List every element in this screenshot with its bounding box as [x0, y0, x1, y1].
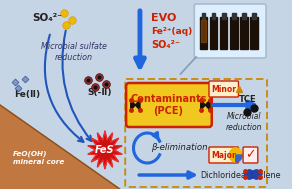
- Bar: [212, 13, 215, 19]
- Bar: [232, 13, 236, 19]
- Text: FeO(OH)
mineral core: FeO(OH) mineral core: [13, 151, 64, 165]
- Text: FeS: FeS: [95, 145, 115, 155]
- Text: EVO: EVO: [151, 13, 176, 23]
- Bar: [201, 20, 206, 42]
- Bar: [242, 13, 246, 19]
- Bar: [220, 17, 227, 49]
- Text: β-elimination: β-elimination: [151, 143, 208, 152]
- Bar: [240, 17, 248, 49]
- Text: Fe(Ⅱ): Fe(Ⅱ): [15, 91, 41, 99]
- Bar: [210, 17, 217, 49]
- Text: ✓: ✓: [245, 149, 256, 161]
- FancyBboxPatch shape: [194, 4, 266, 58]
- FancyBboxPatch shape: [243, 147, 258, 163]
- Bar: [230, 17, 238, 49]
- Text: Microbial
reduction: Microbial reduction: [226, 112, 262, 132]
- Polygon shape: [135, 100, 140, 110]
- Text: Minor: Minor: [211, 84, 236, 94]
- Text: Major: Major: [211, 150, 236, 160]
- Wedge shape: [236, 155, 242, 162]
- Polygon shape: [205, 100, 210, 110]
- Bar: [222, 13, 226, 19]
- Bar: [200, 17, 207, 49]
- Text: SO₄²⁻: SO₄²⁻: [151, 40, 180, 50]
- FancyBboxPatch shape: [209, 81, 239, 97]
- Polygon shape: [88, 131, 122, 169]
- Text: Dichlorideacetylene: Dichlorideacetylene: [201, 170, 281, 180]
- Text: Contaminants
(PCE): Contaminants (PCE): [130, 94, 207, 116]
- Text: Fe²⁺(aq): Fe²⁺(aq): [151, 28, 192, 36]
- Text: SO₄²⁻: SO₄²⁻: [32, 13, 63, 23]
- Polygon shape: [0, 105, 120, 189]
- FancyBboxPatch shape: [126, 83, 212, 127]
- Polygon shape: [201, 100, 205, 110]
- Text: TCE: TCE: [239, 95, 256, 105]
- Bar: [252, 13, 256, 19]
- Text: Microbial sulfate
reduction: Microbial sulfate reduction: [41, 42, 107, 62]
- Bar: [202, 13, 205, 19]
- Text: S(-Ⅱ): S(-Ⅱ): [87, 88, 112, 97]
- Bar: [251, 17, 258, 49]
- Wedge shape: [229, 148, 242, 162]
- Polygon shape: [131, 100, 135, 110]
- FancyBboxPatch shape: [209, 147, 239, 163]
